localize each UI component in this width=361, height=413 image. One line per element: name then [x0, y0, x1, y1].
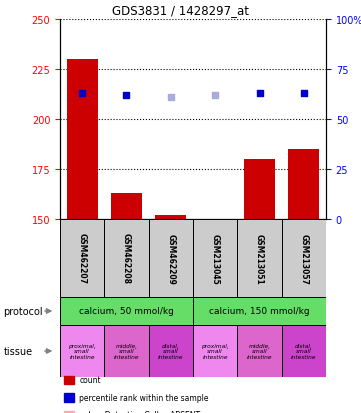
Bar: [149, 325, 193, 377]
Bar: [104, 219, 149, 297]
Bar: [111, 194, 142, 219]
Bar: [237, 219, 282, 297]
Bar: [60, 219, 104, 297]
Point: [168, 95, 174, 101]
Bar: [288, 150, 319, 219]
Text: distal,
small
intestine: distal, small intestine: [158, 343, 184, 359]
Point: [257, 90, 262, 97]
Bar: [155, 216, 186, 219]
Text: calcium, 50 mmol/kg: calcium, 50 mmol/kg: [79, 307, 174, 316]
Bar: [67, 60, 98, 219]
Text: middle,
small
intestine: middle, small intestine: [114, 343, 139, 359]
Text: value, Detection Call = ABSENT: value, Detection Call = ABSENT: [79, 410, 200, 413]
Text: GSM213051: GSM213051: [255, 233, 264, 284]
Bar: [149, 219, 193, 297]
Text: GSM462207: GSM462207: [78, 233, 87, 284]
Bar: [237, 325, 282, 377]
Point: [212, 93, 218, 99]
Bar: [193, 325, 237, 377]
Point: [123, 93, 129, 99]
Bar: [193, 297, 326, 325]
Text: proximal,
small
intestine: proximal, small intestine: [68, 343, 96, 359]
Bar: [60, 325, 104, 377]
Text: percentile rank within the sample: percentile rank within the sample: [79, 393, 209, 402]
Text: calcium, 150 mmol/kg: calcium, 150 mmol/kg: [209, 307, 310, 316]
Bar: [244, 159, 275, 219]
Text: GSM213057: GSM213057: [299, 233, 308, 284]
Point: [301, 90, 307, 97]
Point: [79, 90, 85, 97]
Bar: [60, 297, 193, 325]
Text: count: count: [79, 375, 101, 385]
Text: GSM462208: GSM462208: [122, 233, 131, 284]
Text: protocol: protocol: [4, 306, 43, 316]
Text: tissue: tissue: [4, 346, 33, 356]
Text: middle,
small
intestine: middle, small intestine: [247, 343, 272, 359]
Bar: [282, 219, 326, 297]
Bar: [282, 325, 326, 377]
Text: GSM213045: GSM213045: [211, 233, 219, 284]
Text: GSM462209: GSM462209: [166, 233, 175, 284]
Bar: [104, 325, 149, 377]
Text: distal,
small
intestine: distal, small intestine: [291, 343, 317, 359]
Text: proximal,
small
intestine: proximal, small intestine: [201, 343, 229, 359]
Text: GDS3831 / 1428297_at: GDS3831 / 1428297_at: [112, 4, 249, 17]
Bar: [193, 219, 237, 297]
